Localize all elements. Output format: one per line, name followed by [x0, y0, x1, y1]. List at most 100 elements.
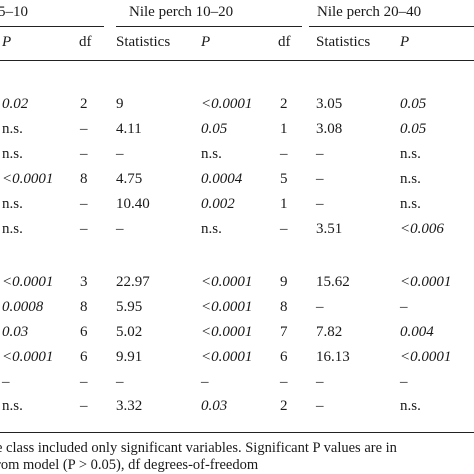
table-cell-statistics-2: 4.11 [116, 121, 142, 137]
col-header-df-2: df [278, 34, 291, 50]
table-cell-p-2: 0.03 [201, 398, 228, 414]
table-cell-df-1: – [80, 146, 88, 162]
table-cell-p-3: 0.05 [400, 96, 427, 112]
table-cell-df-1: – [80, 221, 88, 237]
table-cell-p-2: <0.0001 [201, 349, 253, 365]
footnote-line-2: rom model (P > 0.05), df degrees-of-free… [0, 457, 259, 473]
table-cell-p-2: <0.0001 [201, 299, 253, 315]
col-header-df-1: df [79, 34, 92, 50]
table-cell-df-1: 6 [80, 349, 88, 365]
table-cell-statistics-3: 3.08 [316, 121, 343, 137]
table-cell-p-2: n.s. [201, 146, 222, 162]
table-cell-statistics-3: 16.13 [316, 349, 350, 365]
table-cell-statistics-3: – [316, 398, 324, 414]
table-cell-df-2: 2 [280, 398, 288, 414]
table-cell-df-1: 2 [80, 96, 88, 112]
table-cell-statistics-2: 5.02 [116, 324, 143, 340]
footnote-line-1: e class included only significant variab… [0, 440, 397, 456]
table-cell-df-2: – [280, 374, 288, 390]
header-rule [0, 60, 474, 61]
table-cell-df-1: 8 [80, 171, 88, 187]
table-cell-p-3: – [400, 299, 408, 315]
table-cell-statistics-3: 15.62 [316, 274, 350, 290]
table-cell-p-1: – [2, 374, 10, 390]
table-cell-statistics-2: 3.32 [116, 398, 143, 414]
table-cell-p-2: 0.0004 [201, 171, 243, 187]
table-cell-df-2: 9 [280, 274, 288, 290]
group-header-nile-perch-10-20: Nile perch 10–20 [129, 4, 234, 20]
table-cell-statistics-2: 4.75 [116, 171, 143, 187]
table-cell-p-1: 0.03 [2, 324, 29, 340]
spanner-rule-group-3 [309, 26, 474, 27]
table-cell-p-3: <0.0001 [400, 274, 452, 290]
group-header-5-10: 5–10 [0, 4, 28, 20]
table-cell-df-2: 7 [280, 324, 288, 340]
table-cell-df-2: 8 [280, 299, 288, 315]
table-cell-statistics-2: 10.40 [116, 196, 150, 212]
col-header-p-3: P [400, 34, 410, 50]
table-cell-p-3: 0.05 [400, 121, 427, 137]
table-cell-df-2: – [280, 221, 288, 237]
spanner-rule-group-1 [0, 26, 104, 27]
table-bottom-rule [0, 432, 474, 433]
table-cell-statistics-3: – [316, 196, 324, 212]
table-cell-p-2: 0.05 [201, 121, 228, 137]
table-cell-df-2: 1 [280, 121, 288, 137]
table-cell-statistics-2: 9 [116, 96, 124, 112]
table-cell-statistics-2: 5.95 [116, 299, 143, 315]
table-cell-df-2: – [280, 146, 288, 162]
table-cell-p-3: n.s. [400, 171, 421, 187]
table-cell-p-2: n.s. [201, 221, 222, 237]
table-cell-p-3: 0.004 [400, 324, 434, 340]
table-cell-statistics-3: – [316, 299, 324, 315]
table-cell-p-2: <0.0001 [201, 96, 253, 112]
col-header-statistics-2: Statistics [116, 34, 171, 50]
table-cell-p-3: <0.0001 [400, 349, 452, 365]
col-header-statistics-3: Statistics [316, 34, 371, 50]
table-cell-statistics-3: 3.05 [316, 96, 343, 112]
table-cell-p-1: 0.02 [2, 96, 29, 112]
table-cell-p-2: <0.0001 [201, 274, 253, 290]
table-cell-df-1: – [80, 374, 88, 390]
table-cell-p-3: – [400, 374, 408, 390]
table-cell-statistics-3: – [316, 374, 324, 390]
table-cell-statistics-2: 9.91 [116, 349, 143, 365]
table-cell-df-2: 6 [280, 349, 288, 365]
table-cell-df-1: 8 [80, 299, 88, 315]
table-cell-p-1: <0.0001 [2, 274, 54, 290]
group-header-nile-perch-20-40: Nile perch 20–40 [317, 4, 422, 20]
table-cell-statistics-3: 3.51 [316, 221, 343, 237]
table-cell-p-1: n.s. [2, 398, 23, 414]
table-cell-p-2: <0.0001 [201, 324, 253, 340]
table-cell-statistics-2: – [116, 146, 124, 162]
table-cell-p-1: n.s. [2, 121, 23, 137]
table-cell-p-3: <0.006 [400, 221, 444, 237]
col-header-p-1: P [2, 34, 12, 50]
table-cell-df-1: – [80, 196, 88, 212]
table-cell-df-2: 5 [280, 171, 288, 187]
table-cell-p-1: n.s. [2, 196, 23, 212]
table-cell-df-2: 1 [280, 196, 288, 212]
table-cell-p-3: n.s. [400, 196, 421, 212]
table-cell-df-2: 2 [280, 96, 288, 112]
spanner-rule-group-2 [116, 26, 302, 27]
table-cell-p-2: – [201, 374, 209, 390]
table-cell-statistics-2: – [116, 374, 124, 390]
table-cell-statistics-3: – [316, 171, 324, 187]
table-cell-df-1: 6 [80, 324, 88, 340]
table-cell-statistics-3: 7.82 [316, 324, 343, 340]
table-cell-p-1: <0.0001 [2, 349, 54, 365]
col-header-p-2: P [201, 34, 211, 50]
table-cell-p-3: n.s. [400, 146, 421, 162]
table-cell-p-2: 0.002 [201, 196, 235, 212]
table-cell-p-1: 0.0008 [2, 299, 44, 315]
table-cell-p-3: n.s. [400, 398, 421, 414]
table-cell-statistics-3: – [316, 146, 324, 162]
table-cell-df-1: – [80, 121, 88, 137]
table-cell-p-1: n.s. [2, 146, 23, 162]
table-cell-statistics-2: 22.97 [116, 274, 150, 290]
table-cell-p-1: n.s. [2, 221, 23, 237]
table-cell-statistics-2: – [116, 221, 124, 237]
table-cell-df-1: – [80, 398, 88, 414]
